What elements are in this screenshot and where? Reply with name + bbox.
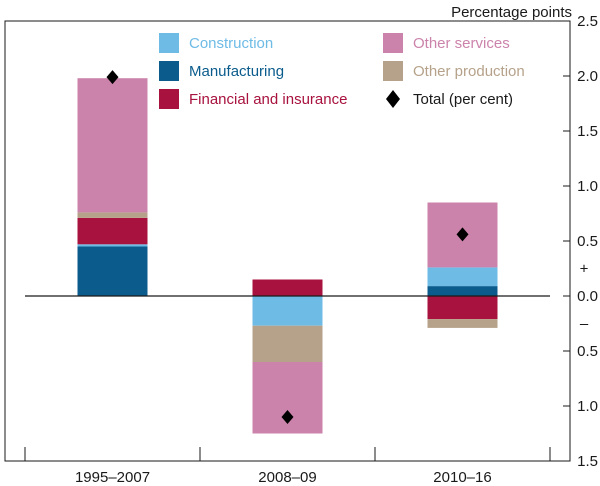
legend-label-construction: Construction xyxy=(189,35,273,52)
total-marker xyxy=(456,227,469,242)
legend-label-other-services: Other services xyxy=(413,35,510,52)
bar-segment-manufacturing xyxy=(77,246,148,296)
y-axis: 2.5 2.0 1.5 1.0 0.5 0.0 0.5 1.0 1.5 + – xyxy=(563,13,598,470)
bar-segment-other-production xyxy=(427,319,498,328)
y-tick-label: 1.5 xyxy=(577,123,598,140)
legend-swatch-other-services xyxy=(383,33,403,53)
legend-label-financial-and-insurance: Financial and insurance xyxy=(189,91,347,108)
bar-segment-financial-and-insurance xyxy=(77,217,148,245)
total-marker xyxy=(281,410,294,424)
bar-segment-other-services xyxy=(77,78,148,213)
total-markers-layer xyxy=(106,70,469,424)
y-tick-label: 2.5 xyxy=(577,13,598,30)
y-tick-label: 1.0 xyxy=(577,398,598,415)
y-tick-label: 2.0 xyxy=(577,68,598,85)
y-tick-label: 1.5 xyxy=(577,453,598,470)
legend-label-manufacturing: Manufacturing xyxy=(189,63,284,80)
legend-swatch-other-production xyxy=(383,61,403,81)
bar-segment-construction xyxy=(427,267,498,287)
total-marker xyxy=(106,70,119,85)
unit-label: Percentage points xyxy=(451,4,572,21)
y-tick-label: 0.0 xyxy=(577,288,598,305)
legend-label-total-per-cent: Total (per cent) xyxy=(413,91,513,108)
bar-segment-financial-and-insurance xyxy=(252,279,323,296)
positive-sign: + xyxy=(580,261,589,278)
bar-segment-other-production xyxy=(77,212,148,218)
x-category-label: 1995–2007 xyxy=(75,469,150,486)
negative-sign: – xyxy=(580,316,589,333)
x-axis: 1995–2007 2008–09 2010–16 xyxy=(24,295,551,486)
legend-swatch-financial-and-insurance xyxy=(159,89,179,109)
y-tick-label: 0.5 xyxy=(577,343,598,360)
bar-segment-financial-and-insurance xyxy=(427,296,498,320)
bar-segment-construction xyxy=(77,244,148,247)
x-category-label: 2010–16 xyxy=(433,469,491,486)
legend-swatch-construction xyxy=(159,33,179,53)
y-tick-label: 0.5 xyxy=(577,233,598,250)
bars-layer xyxy=(77,78,498,434)
bar-segment-manufacturing xyxy=(427,286,498,296)
y-tick-label: 1.0 xyxy=(577,178,598,195)
legend-label-other-production: Other production xyxy=(413,63,525,80)
legend-swatch-manufacturing xyxy=(159,61,179,81)
bar-segment-construction xyxy=(252,296,323,326)
legend-marker-total-per-cent xyxy=(386,90,400,108)
x-category-label: 2008–09 xyxy=(258,469,316,486)
legend: Construction Manufacturing Financial and i… xyxy=(159,33,525,109)
bar-segment-other-production xyxy=(252,325,323,362)
